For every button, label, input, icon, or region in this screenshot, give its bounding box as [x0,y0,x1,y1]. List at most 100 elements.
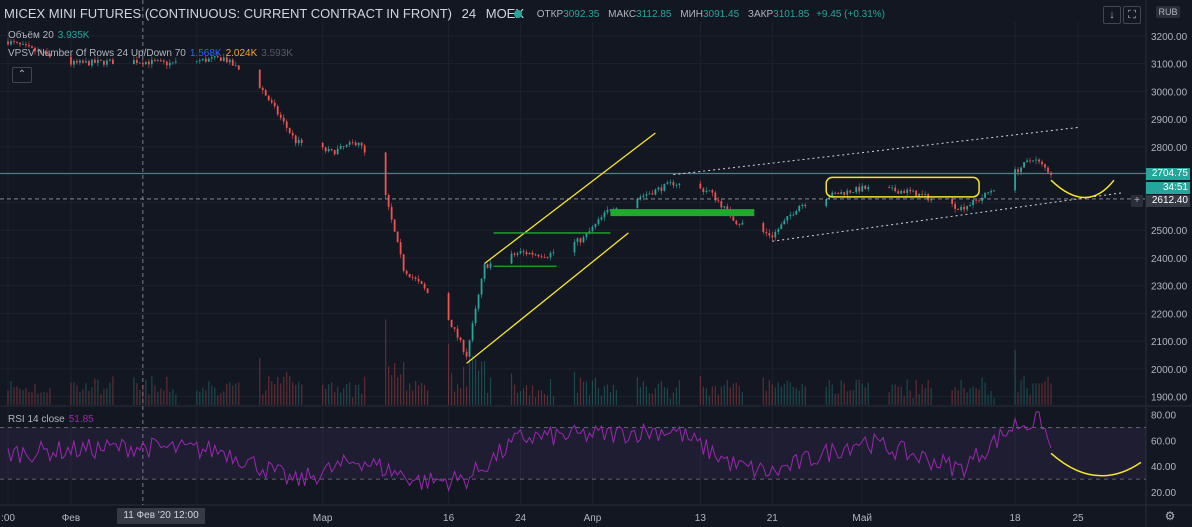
volume-bar [232,385,234,405]
vpsv-legend[interactable]: VPSV Number Of Rows 24 Up/Down 70 1.568K 2… [8,48,293,59]
candle-body [993,190,995,192]
volume-bar [1041,383,1043,405]
ohlc-readout: ОТКР3092.35 МАКС3112.85 МИН3091.45 ЗАКР3… [514,9,885,20]
candle-body [16,41,18,43]
candle-body [543,257,546,258]
candle-body [171,62,174,64]
volume-bar [846,391,848,405]
countdown-tag: 34:51 [1146,182,1190,194]
volume-bar [894,384,896,405]
volume-bar [951,390,953,405]
volume-bar [804,386,806,405]
price-tick-label: 2500.00 [1151,226,1188,237]
candle-body [666,182,669,184]
volume-bar [792,387,794,405]
volume-bar [675,387,677,405]
candle-body [222,57,225,61]
interval-label[interactable]: 24 [461,6,477,21]
candle-body [1044,164,1046,168]
candle-body [765,231,768,234]
candle-body [606,209,609,213]
volume-bar [217,395,219,405]
volume-bar [1032,383,1034,405]
volume-bar [340,392,342,405]
volume-bar [211,385,213,405]
add-alert-icon[interactable]: + [1131,195,1143,207]
volume-bar [477,370,480,405]
candle-body [867,187,870,190]
volume-bar [172,389,174,405]
rsi-legend[interactable]: RSI 14 close 51.85 [8,414,94,425]
volume-legend[interactable]: Объём 20 3.935K [8,30,89,41]
volume-bar [349,382,351,405]
volume-bar [645,386,648,405]
volume-bar [151,376,153,405]
rsi-tick-label: 80.00 [1151,410,1176,421]
volume-bar [726,380,728,405]
candle-body [591,226,594,232]
candle-body [390,206,393,220]
candle-body [513,253,516,255]
candle-body [981,197,983,202]
time-tick-label: :00 [1,513,15,524]
candle-body [1041,161,1043,165]
vpsv-up-value: 1.568K [189,48,222,59]
volume-bar [546,395,549,405]
price-tick-label: 2100.00 [1151,337,1188,348]
candle-body [525,251,528,255]
fullscreen-icon[interactable]: ⛶ [1123,6,1141,24]
volume-bar [600,395,603,405]
candle-body [88,61,90,66]
volume-bar [957,390,959,405]
time-tick-label: Апр [584,513,602,524]
candle-body [288,127,291,133]
candle-body [132,60,135,65]
volume-bar [609,392,612,405]
candle-body [348,142,351,145]
volume-bar [259,357,261,405]
volume-bar [864,387,866,405]
candle-body [897,191,900,194]
volume-bar [169,391,171,405]
volume-bar [702,386,704,405]
time-tick-label: Мар [313,513,333,524]
volume-bar [585,381,588,405]
candle-body [528,252,531,255]
volume-bar [525,385,528,405]
forecast-curve [1050,179,1115,199]
volume-bar [7,390,9,405]
time-tick-label: 18 [1009,513,1021,524]
volume-bar [1020,380,1022,405]
volume-bar [337,386,339,405]
time-tick-label: 21 [767,513,779,524]
candle-body [723,206,726,208]
candle-body [393,219,396,232]
volume-bar [406,390,408,405]
volume-bar [40,392,42,405]
volume-bar [711,386,713,405]
candle-body [156,60,159,62]
volume-bars [7,319,1052,405]
volume-bar [100,394,102,405]
volume-bar [516,392,519,405]
symbol-name[interactable]: MICEX MINI FUTURES (CONTINUOUS: CURRENT … [4,6,453,21]
candle-body [210,57,213,59]
candle-body [103,60,105,65]
candle-body [804,204,807,207]
volume-bar [97,379,99,405]
collapse-legend-button[interactable]: ⌃ [12,67,32,83]
download-icon[interactable]: ↓ [1103,6,1121,24]
settings-icon[interactable]: ⚙ [1164,509,1176,523]
candle-body [387,194,390,207]
volume-bar [699,376,701,405]
volume-bar [672,392,674,405]
currency-badge[interactable]: RUB [1156,6,1180,18]
volume-bar [582,381,585,405]
volume-bar [175,394,177,405]
candle-body [112,59,114,65]
candle-body [837,192,840,195]
candle-body [906,189,909,194]
volume-bar [537,390,540,405]
